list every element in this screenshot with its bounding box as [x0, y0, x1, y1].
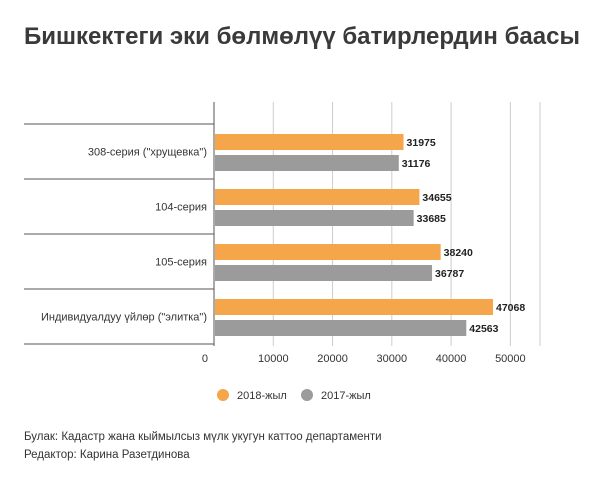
bar: [215, 244, 441, 260]
value-label: 31176: [402, 158, 431, 170]
value-label: 42563: [469, 323, 498, 335]
category-labels: 308-серия ("хрущевка") 104-серия 105-серия…: [41, 147, 207, 324]
legend-marker: [217, 389, 229, 401]
legend: 2018-жыл 2017-жыл: [217, 389, 371, 402]
category-label: Индивидуалдуу үйлөр ("элитка"): [41, 312, 207, 324]
x-axis-ticks: 0 10000 20000 30000 40000 50000: [202, 353, 526, 365]
x-tick-label: 30000: [377, 353, 408, 365]
source-note: Булак: Кадастр жана кыймылсыз мүлк укугу…: [24, 431, 382, 443]
bar: [215, 299, 493, 315]
legend-label: 2017-жыл: [321, 390, 371, 402]
bar: [215, 210, 414, 226]
value-label: 47068: [496, 302, 525, 314]
bar-chart: 31975 31176 34655 33685 38240 36787 47068 42563…: [24, 102, 541, 402]
value-label: 34655: [422, 192, 451, 204]
bars: [215, 134, 493, 336]
x-tick-label: 40000: [436, 353, 467, 365]
value-label: 33685: [417, 213, 446, 225]
x-tick-label: 0: [202, 353, 208, 365]
editor-note: Редактор: Карина Разетдинова: [24, 449, 190, 461]
bar: [215, 320, 467, 336]
category-label: 104-серия: [155, 202, 207, 214]
x-tick-label: 20000: [317, 353, 348, 365]
bar: [215, 134, 404, 150]
legend-marker: [301, 389, 313, 401]
x-tick-label: 10000: [258, 353, 289, 365]
legend-label: 2018-жыл: [237, 390, 287, 402]
bar: [215, 189, 420, 205]
x-tick-label: 50000: [495, 353, 526, 365]
bar: [215, 265, 433, 281]
category-label: 105-серия: [155, 257, 207, 269]
category-separators: [24, 123, 214, 345]
value-label: 36787: [435, 268, 464, 280]
chart-title: Бишкектеги эки бөлмөлүү батирлердин баас…: [24, 23, 580, 50]
value-label: 31975: [407, 137, 436, 149]
category-label: 308-серия ("хрущевка"): [88, 147, 207, 159]
value-labels: 31975 31176 34655 33685 38240 36787 47068 42563: [402, 137, 526, 335]
value-label: 38240: [444, 247, 473, 259]
bar: [215, 155, 399, 171]
